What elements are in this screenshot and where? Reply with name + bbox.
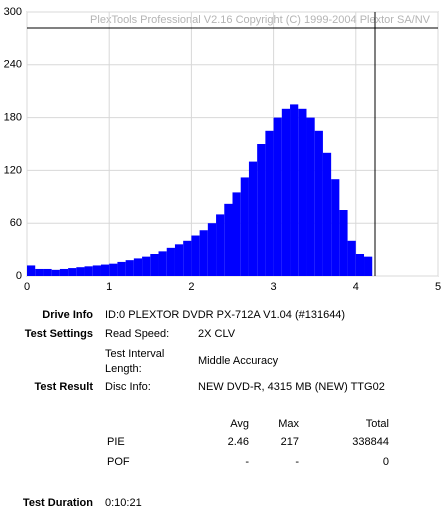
- bar: [142, 256, 151, 276]
- bar: [199, 230, 208, 276]
- y-tick-label: 0: [16, 270, 22, 282]
- bar: [298, 108, 307, 276]
- bar: [125, 260, 134, 276]
- bar: [158, 251, 167, 276]
- header: Max: [278, 418, 299, 430]
- disc-value: NEW DVD-R, 4315 MB (NEW) TTG02: [198, 381, 385, 393]
- bar: [265, 130, 274, 276]
- x-tick-label: 1: [106, 281, 112, 293]
- bar: [355, 254, 365, 276]
- y-tick-label: 240: [4, 59, 22, 71]
- disc-label: Disc Info:: [105, 381, 151, 393]
- bar: [273, 117, 282, 276]
- bar: [59, 268, 69, 276]
- label: Test Duration: [22, 497, 93, 509]
- bar: [183, 240, 192, 276]
- x-tick-label: 0: [24, 281, 30, 293]
- y-tick-label: 120: [4, 164, 22, 176]
- bar: [339, 210, 348, 276]
- label: Test Settings: [24, 328, 93, 340]
- bar: [248, 161, 258, 276]
- bar: [68, 268, 77, 276]
- y-tick-label: 60: [10, 217, 22, 229]
- bar: [257, 144, 266, 276]
- x-tick-label: 5: [435, 281, 441, 293]
- bar: [100, 264, 110, 276]
- bar: [224, 203, 233, 276]
- bar: [150, 254, 159, 276]
- bar: [43, 268, 52, 276]
- bar: [232, 192, 241, 276]
- bar: [109, 263, 118, 276]
- header: Avg: [230, 418, 249, 430]
- cell: -: [295, 456, 299, 468]
- setting-name: Read Speed:: [105, 328, 170, 340]
- x-tick-label: 4: [353, 281, 359, 293]
- watermark: PlexTools Professional V2.16 Copyright (…: [90, 14, 431, 26]
- bar: [84, 266, 93, 276]
- chart: PlexTools Professional V2.16 Copyright (…: [4, 6, 441, 293]
- bar: [347, 240, 356, 276]
- row-name: POF: [107, 456, 130, 468]
- bar: [133, 258, 143, 276]
- bar: [314, 130, 323, 276]
- setting-name: Test Interval Length:: [105, 348, 165, 375]
- cell: 217: [280, 436, 299, 448]
- x-tick-label: 2: [188, 281, 194, 293]
- bar: [331, 179, 340, 276]
- bar: [281, 108, 291, 276]
- bar: [306, 117, 315, 276]
- bar: [166, 247, 175, 276]
- y-tick-label: 300: [4, 6, 22, 18]
- header: Total: [365, 418, 389, 430]
- y-tick-label: 180: [4, 112, 22, 124]
- x-tick-label: 3: [271, 281, 277, 293]
- cell: -: [245, 456, 249, 468]
- value: ID:0 PLEXTOR DVDR PX-712A V1.04 (#131644…: [105, 309, 346, 321]
- cell: 338844: [352, 436, 389, 448]
- bar: [51, 269, 60, 276]
- bar: [117, 261, 126, 276]
- bar: [92, 265, 101, 276]
- bar: [191, 235, 200, 276]
- setting-value: Middle Accuracy: [198, 355, 279, 367]
- bar: [290, 104, 299, 277]
- row-name: PIE: [107, 436, 125, 448]
- bar: [76, 267, 85, 276]
- bar: [27, 265, 36, 276]
- bar: [216, 214, 225, 276]
- label: Drive Info: [42, 309, 93, 321]
- bar: [322, 152, 332, 276]
- bar: [174, 244, 184, 276]
- bar: [240, 177, 249, 276]
- bar: [35, 268, 44, 276]
- label: Test Result: [34, 381, 93, 393]
- cell: 0: [382, 456, 389, 468]
- bar: [207, 223, 217, 276]
- bar: [364, 256, 373, 276]
- cell: 2.46: [227, 436, 249, 448]
- setting-value: 2X CLV: [198, 328, 236, 340]
- value: 0:10:21: [105, 497, 142, 509]
